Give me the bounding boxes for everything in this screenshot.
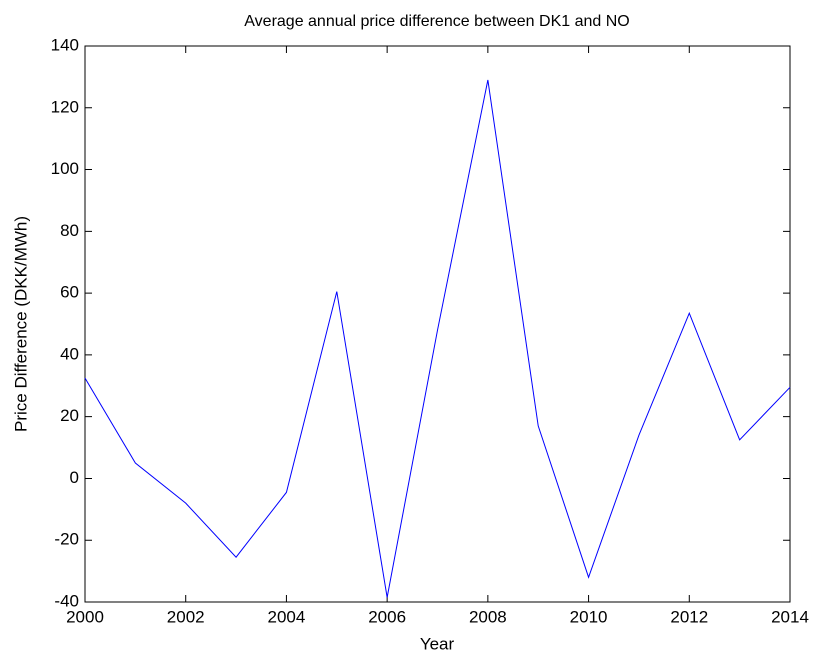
y-tick-label: 0 (70, 468, 79, 487)
x-tick-label: 2012 (670, 607, 708, 626)
x-tick-label: 2006 (368, 607, 406, 626)
x-tick-label: 2008 (469, 607, 507, 626)
x-tick-label: 2000 (66, 607, 104, 626)
y-tick-label: 60 (60, 283, 79, 302)
line-series (84, 79, 791, 598)
y-tick-label: 20 (60, 406, 79, 425)
x-tick-label: 2010 (570, 607, 608, 626)
y-tick-label: -40 (54, 591, 79, 610)
x-tick-label: 2002 (167, 607, 205, 626)
x-axis-label: Year (420, 634, 455, 653)
y-tick-label: 140 (51, 35, 79, 54)
chart-title: Average annual price difference between … (244, 13, 629, 30)
y-tick-label: -20 (54, 530, 79, 549)
y-tick-label: 80 (60, 221, 79, 240)
y-tick-label: 120 (51, 97, 79, 116)
plot-frame (84, 45, 791, 603)
x-tick-label: 2014 (771, 607, 809, 626)
y-tick-label: 100 (51, 159, 79, 178)
x-tick-label: 2004 (268, 607, 306, 626)
y-tick-label: 40 (60, 344, 79, 363)
y-axis-label: Price Difference (DKK/MWh) (11, 216, 30, 432)
